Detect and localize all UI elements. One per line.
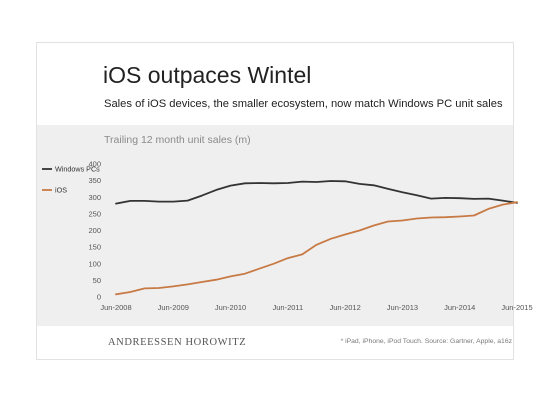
x-tick-label: Jun-2012	[330, 303, 361, 312]
page-title: iOS outpaces Wintel	[103, 62, 312, 88]
series-group	[115, 180, 518, 296]
chart-background	[37, 125, 513, 326]
legend-label-ios: iOS	[55, 186, 67, 195]
x-tick-label: Jun-2014	[444, 303, 475, 312]
series-line-windows-pcs	[115, 180, 518, 205]
y-tick-label: 150	[88, 243, 101, 252]
y-tick-label: 100	[88, 259, 101, 268]
y-tick-label: 400	[88, 160, 101, 169]
y-tick-label: 200	[88, 226, 101, 235]
y-tick-label: 0	[97, 293, 101, 302]
series-line-ios	[115, 201, 518, 296]
y-axis-ticks: 0 50 100 150 200 250 300 350 400	[88, 160, 101, 302]
y-tick-label: 300	[88, 193, 101, 202]
x-tick-label: Jun-2009	[158, 303, 189, 312]
x-tick-label: Jun-2010	[215, 303, 246, 312]
y-tick-label: 350	[88, 176, 101, 185]
y-tick-label: 50	[93, 276, 101, 285]
x-tick-label: Jun-2011	[272, 303, 303, 312]
chart-title: Trailing 12 month unit sales (m)	[104, 134, 251, 146]
page-subtitle: Sales of iOS devices, the smaller ecosys…	[104, 98, 503, 110]
x-tick-label: Jun-2015	[501, 303, 532, 312]
y-tick-label: 250	[88, 209, 101, 218]
x-tick-label: Jun-2013	[387, 303, 418, 312]
x-tick-label: Jun-2008	[100, 303, 131, 312]
legend-label-windows-pcs: Windows PCs	[55, 165, 100, 174]
source-note: * iPad, iPhone, iPod Touch. Source: Gart…	[340, 338, 512, 345]
legend: Windows PCs iOS	[42, 165, 100, 195]
x-axis-ticks: Jun-2008 Jun-2009 Jun-2010 Jun-2011 Jun-2012…	[100, 303, 532, 312]
brand-logo-text: ANDREESSEN HOROWITZ	[108, 337, 247, 348]
